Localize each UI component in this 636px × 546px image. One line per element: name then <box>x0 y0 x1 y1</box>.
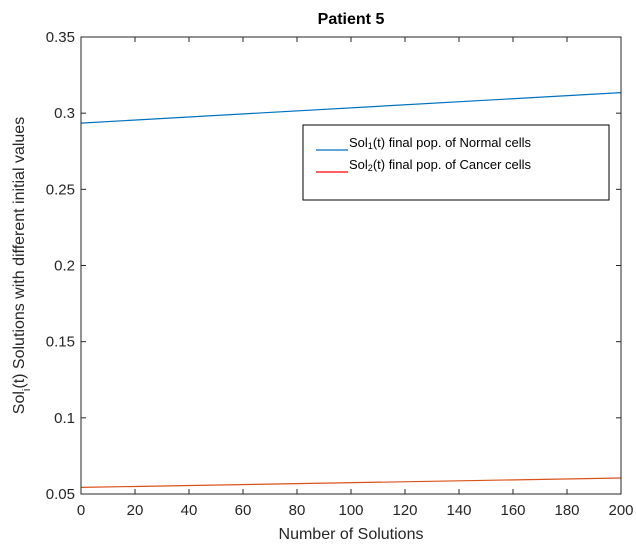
x-tick-label: 120 <box>392 502 417 519</box>
x-tick-label: 140 <box>446 502 471 519</box>
plot-lines <box>80 92 622 488</box>
x-tick-label: 60 <box>235 502 252 519</box>
x-tick-label: 160 <box>500 502 525 519</box>
series-line-cancer <box>80 477 622 488</box>
x-tick-label: 200 <box>608 502 633 519</box>
plot-area-frame <box>80 36 622 495</box>
legend-label-cancer: Sol2(t) final pop. of Cancer cells <box>349 157 532 173</box>
legend: Sol1(t) final pop. of Normal cells Sol2(t… <box>302 124 610 201</box>
x-tick-label: 80 <box>289 502 306 519</box>
y-tick-label: 0.05 <box>46 486 75 503</box>
x-tick-label: 0 <box>77 502 85 519</box>
y-tick-label: 0.25 <box>46 181 75 198</box>
y-tick-label: 0.3 <box>54 105 75 122</box>
y-tick-label: 0.1 <box>54 410 75 427</box>
y-axis-title-subscript: i <box>21 389 33 391</box>
y-axis-title: Soli(t) Solutions with different initial… <box>11 117 33 414</box>
y-axis-title-prefix: Sol <box>11 391 28 414</box>
y-tick-label: 0.15 <box>46 334 75 351</box>
y-tick-label: 0.2 <box>54 258 75 275</box>
x-tick-label: 100 <box>338 502 363 519</box>
x-axis-title: Number of Solutions <box>279 526 424 543</box>
legend-box <box>302 124 610 201</box>
axis-ticks: 0 20 40 60 80 100 120 140 160 180 200 0.05 0.1 0.15 0.… <box>46 29 634 519</box>
y-tick-label: 0.35 <box>46 29 75 46</box>
series-line-normal <box>80 92 622 124</box>
chart-title: Patient 5 <box>318 11 385 28</box>
legend-label-normal: Sol1(t) final pop. of Normal cells <box>349 135 532 151</box>
x-tick-label: 20 <box>127 502 144 519</box>
x-tick-label: 40 <box>181 502 198 519</box>
x-tick-label: 180 <box>554 502 579 519</box>
y-axis-title-suffix: (t) Solutions with different initial val… <box>11 117 28 389</box>
